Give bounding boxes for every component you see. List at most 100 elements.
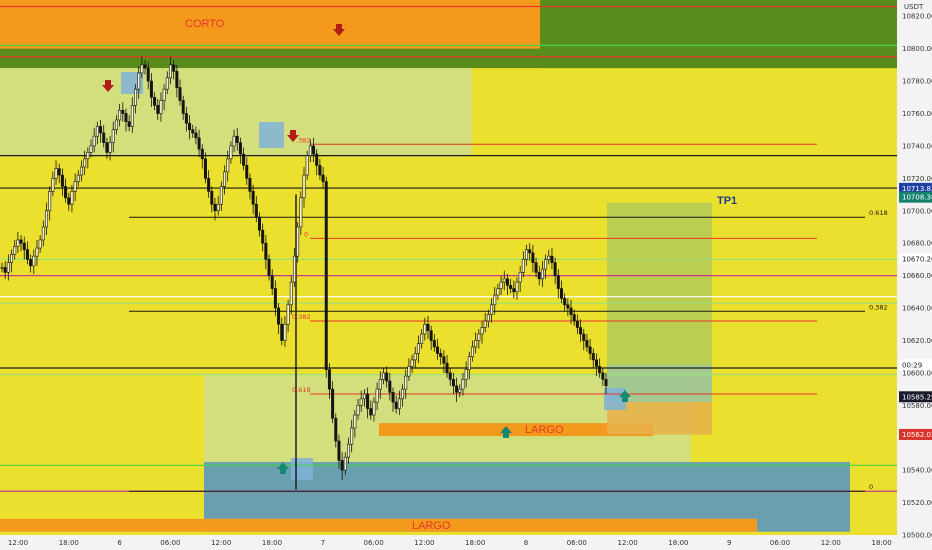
candle-body-56 bbox=[178, 87, 182, 101]
candle-body-74 bbox=[235, 135, 239, 143]
candle-body-179 bbox=[569, 307, 573, 315]
candle-body-81 bbox=[257, 216, 261, 231]
candle-body-39 bbox=[124, 113, 128, 122]
candle-body-186 bbox=[591, 353, 595, 361]
candle-body-82 bbox=[261, 229, 265, 244]
x-tick-label-16: 12:00 bbox=[821, 539, 841, 547]
candle-body-14 bbox=[45, 210, 49, 228]
x-tick-label-9: 18:00 bbox=[465, 539, 485, 547]
candle-body-136 bbox=[432, 340, 436, 348]
candle-body-118 bbox=[375, 388, 379, 403]
candle-body-146 bbox=[464, 369, 468, 380]
y-tick-label-9: 10640.00 bbox=[902, 305, 932, 313]
y-tick-label-16: 10500.00 bbox=[902, 532, 932, 540]
candle-body-40 bbox=[127, 121, 131, 127]
tp1-label: TP1 bbox=[717, 195, 737, 207]
candle-body-22 bbox=[70, 191, 74, 205]
arrow-up-icon bbox=[277, 462, 289, 474]
candle-body-148 bbox=[470, 346, 474, 357]
arrow-up-icon bbox=[619, 390, 631, 402]
candle-body-8 bbox=[25, 249, 29, 260]
marker-box-2 bbox=[291, 458, 313, 480]
candle-body-36 bbox=[114, 119, 118, 130]
candle-body-111 bbox=[353, 414, 357, 429]
candle-body-127 bbox=[404, 375, 408, 390]
markers-layer bbox=[102, 24, 631, 474]
candle-body-66 bbox=[210, 191, 214, 205]
arrow-down-icon bbox=[102, 80, 114, 92]
candle-body-68 bbox=[216, 203, 220, 212]
candle-body-140 bbox=[445, 362, 449, 374]
candle-body-116 bbox=[369, 408, 373, 416]
time-axis[interactable]: 12:00 18:00 6 06:00 12:00 18:00 7 06:00 12:00 18:… bbox=[8, 539, 892, 547]
candle-body-79 bbox=[251, 191, 255, 205]
x-tick-label-11: 06:00 bbox=[567, 539, 587, 547]
candle-body-165 bbox=[525, 249, 529, 260]
y-tick-label-2: 10780.00 bbox=[902, 78, 932, 86]
x-tick-label-5: 18:00 bbox=[262, 539, 282, 547]
time-axis-panel bbox=[0, 535, 897, 550]
candle-body-169 bbox=[537, 272, 541, 280]
y-tick-label-15: 10520.00 bbox=[902, 499, 932, 507]
y-tick-label-8: 10660.00 bbox=[902, 272, 932, 280]
candle-body-100 bbox=[318, 165, 322, 176]
candle-body-77 bbox=[245, 165, 249, 179]
candle-body-29 bbox=[92, 135, 96, 147]
candle-body-120 bbox=[381, 372, 385, 380]
y-tick-label-4: 10740.00 bbox=[902, 142, 932, 150]
candle-body-76 bbox=[242, 153, 246, 166]
marker-box-1 bbox=[259, 122, 284, 148]
candle-body-124 bbox=[394, 401, 398, 409]
candle-body-129 bbox=[410, 359, 414, 367]
price-badge-label-3: 00:29 bbox=[902, 361, 922, 369]
candle-body-134 bbox=[426, 323, 430, 332]
candle-body-112 bbox=[356, 405, 360, 416]
axis-panel bbox=[897, 0, 932, 550]
x-tick-label-3: 06:00 bbox=[160, 539, 180, 547]
candle-body-24 bbox=[76, 174, 80, 182]
x-tick-label-12: 12:00 bbox=[618, 539, 638, 547]
y-tick-label-7: 10680.00 bbox=[902, 240, 932, 248]
candle-body-141 bbox=[448, 372, 452, 380]
x-tick-label-10: 8 bbox=[524, 539, 528, 547]
x-tick-label-2: 6 bbox=[117, 539, 122, 547]
candle-body-91 bbox=[289, 281, 293, 306]
fib-label-1: 0.382 bbox=[869, 303, 888, 311]
candle-body-26 bbox=[83, 158, 87, 168]
x-tick-label-8: 12:00 bbox=[414, 539, 434, 547]
candle-body-121 bbox=[385, 372, 389, 382]
candle-body-147 bbox=[467, 356, 471, 370]
candle-body-189 bbox=[601, 372, 605, 380]
candle-body-63 bbox=[200, 148, 204, 160]
candle-body-61 bbox=[194, 132, 198, 139]
candle-body-15 bbox=[48, 191, 52, 212]
candle-body-87 bbox=[277, 307, 281, 325]
candle-body-156 bbox=[496, 288, 500, 296]
candle-body-92 bbox=[292, 255, 296, 283]
y-tick-label-5: 10720.00 bbox=[902, 175, 932, 183]
candle-body-83 bbox=[264, 242, 268, 260]
candle-body-113 bbox=[359, 398, 363, 406]
candle-body-101 bbox=[321, 174, 325, 182]
candle-body-151 bbox=[480, 327, 484, 335]
candle-body-152 bbox=[483, 320, 487, 328]
candle-body-122 bbox=[388, 380, 392, 393]
candle-body-96 bbox=[305, 155, 309, 176]
candle-body-114 bbox=[362, 393, 366, 400]
candle-body-3 bbox=[10, 254, 14, 263]
candle-body-168 bbox=[534, 262, 538, 273]
candle-body-30 bbox=[95, 126, 99, 137]
candle-body-95 bbox=[302, 174, 306, 199]
candle-body-84 bbox=[267, 259, 271, 276]
candle-body-115 bbox=[366, 393, 370, 409]
candle-body-70 bbox=[223, 171, 227, 187]
candle-body-64 bbox=[203, 158, 207, 179]
candle-body-18 bbox=[57, 168, 61, 176]
candle-body-131 bbox=[416, 343, 420, 354]
candle-body-180 bbox=[572, 314, 576, 322]
candle-body-109 bbox=[347, 443, 351, 458]
largo-label-bottom: LARGO bbox=[412, 520, 451, 532]
candle-body-144 bbox=[458, 388, 462, 393]
